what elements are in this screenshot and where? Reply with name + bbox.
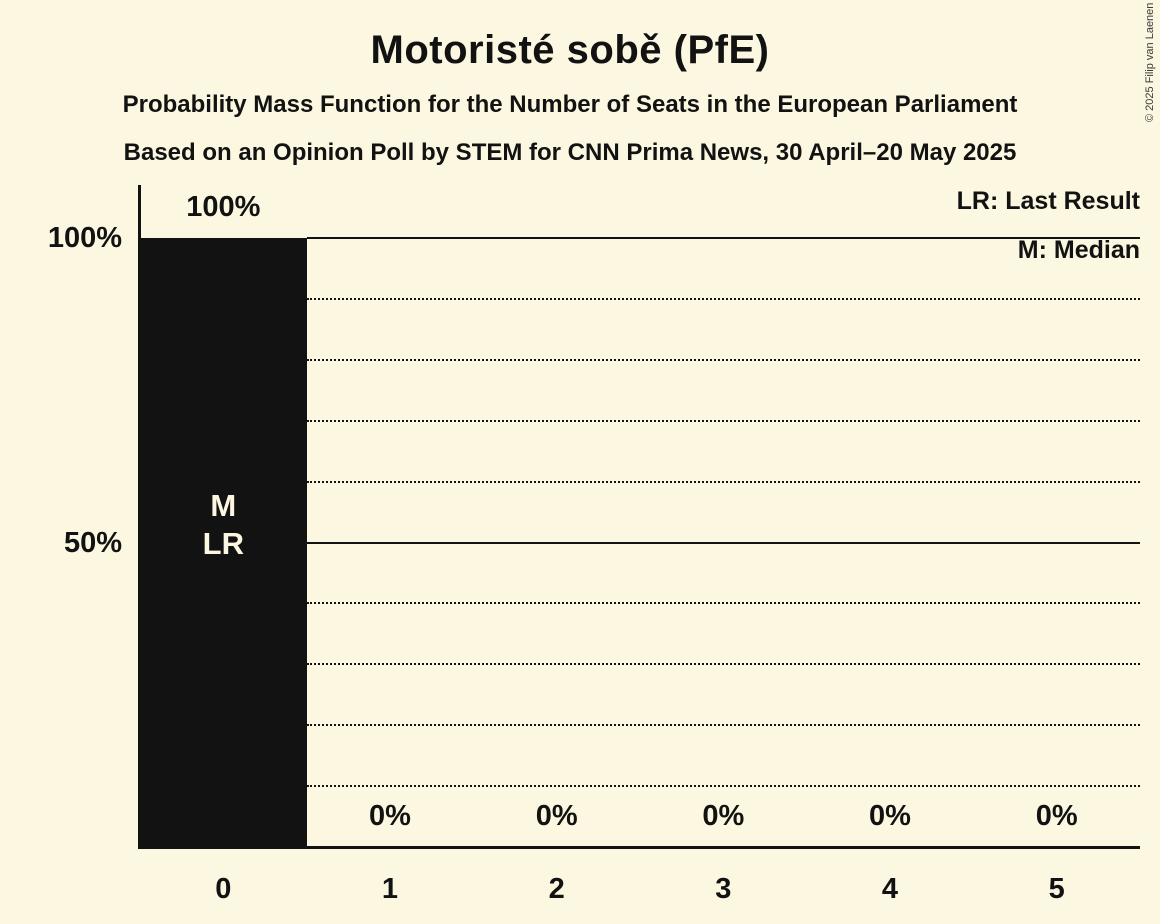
bar-value-label-2: 0% [535, 800, 578, 832]
legend-last-result: LR: Last Result [956, 187, 1140, 215]
bar-value-label-0: 100% [186, 191, 261, 223]
x-axis-tick-label-3: 3 [715, 873, 732, 905]
bar-seats-0 [140, 238, 307, 847]
bar-value-label-4: 0% [869, 800, 911, 832]
y-axis-tick-label-50: 50% [63, 526, 122, 559]
chart-subtitle-line1: Probability Mass Function for the Number… [122, 91, 1018, 118]
x-axis-line [138, 846, 1140, 849]
x-axis-tick-label-5: 5 [1048, 873, 1065, 905]
gridline-40pct [306, 602, 1140, 605]
gridline-solid-100pct [306, 237, 1140, 239]
x-axis-tick-label-0: 0 [215, 873, 232, 905]
gridline-10pct [306, 785, 1140, 788]
y-axis-line [138, 185, 141, 849]
bar-annotation-m-0: M [210, 487, 237, 523]
bar-value-label-3: 0% [702, 800, 745, 832]
x-axis-tick-label-2: 2 [548, 873, 565, 905]
copyright-notice: © 2025 Filip van Laenen [1144, 2, 1156, 122]
gridline-80pct [306, 358, 1140, 361]
bar-value-label-5: 0% [1035, 800, 1078, 832]
bar-value-label-1: 0% [369, 800, 411, 832]
x-axis-tick-label-1: 1 [381, 873, 399, 905]
y-axis-tick-label-100: 100% [47, 222, 122, 254]
gridline-30pct [306, 663, 1140, 666]
legend-median: M: Median [1017, 236, 1140, 264]
gridline-solid-50pct [306, 541, 1140, 544]
chart-subtitle-line2: Based on an Opinion Poll by STEM for CNN… [123, 139, 1017, 166]
gridline-60pct [306, 480, 1140, 483]
chart-title: Motoristé sobě (PfE) [370, 28, 770, 72]
gridline-70pct [306, 419, 1140, 422]
bar-annotation-lr-0: LR [202, 525, 244, 561]
gridline-20pct [306, 724, 1140, 727]
gridline-90pct [306, 297, 1140, 300]
x-axis-tick-label-4: 4 [881, 873, 899, 905]
